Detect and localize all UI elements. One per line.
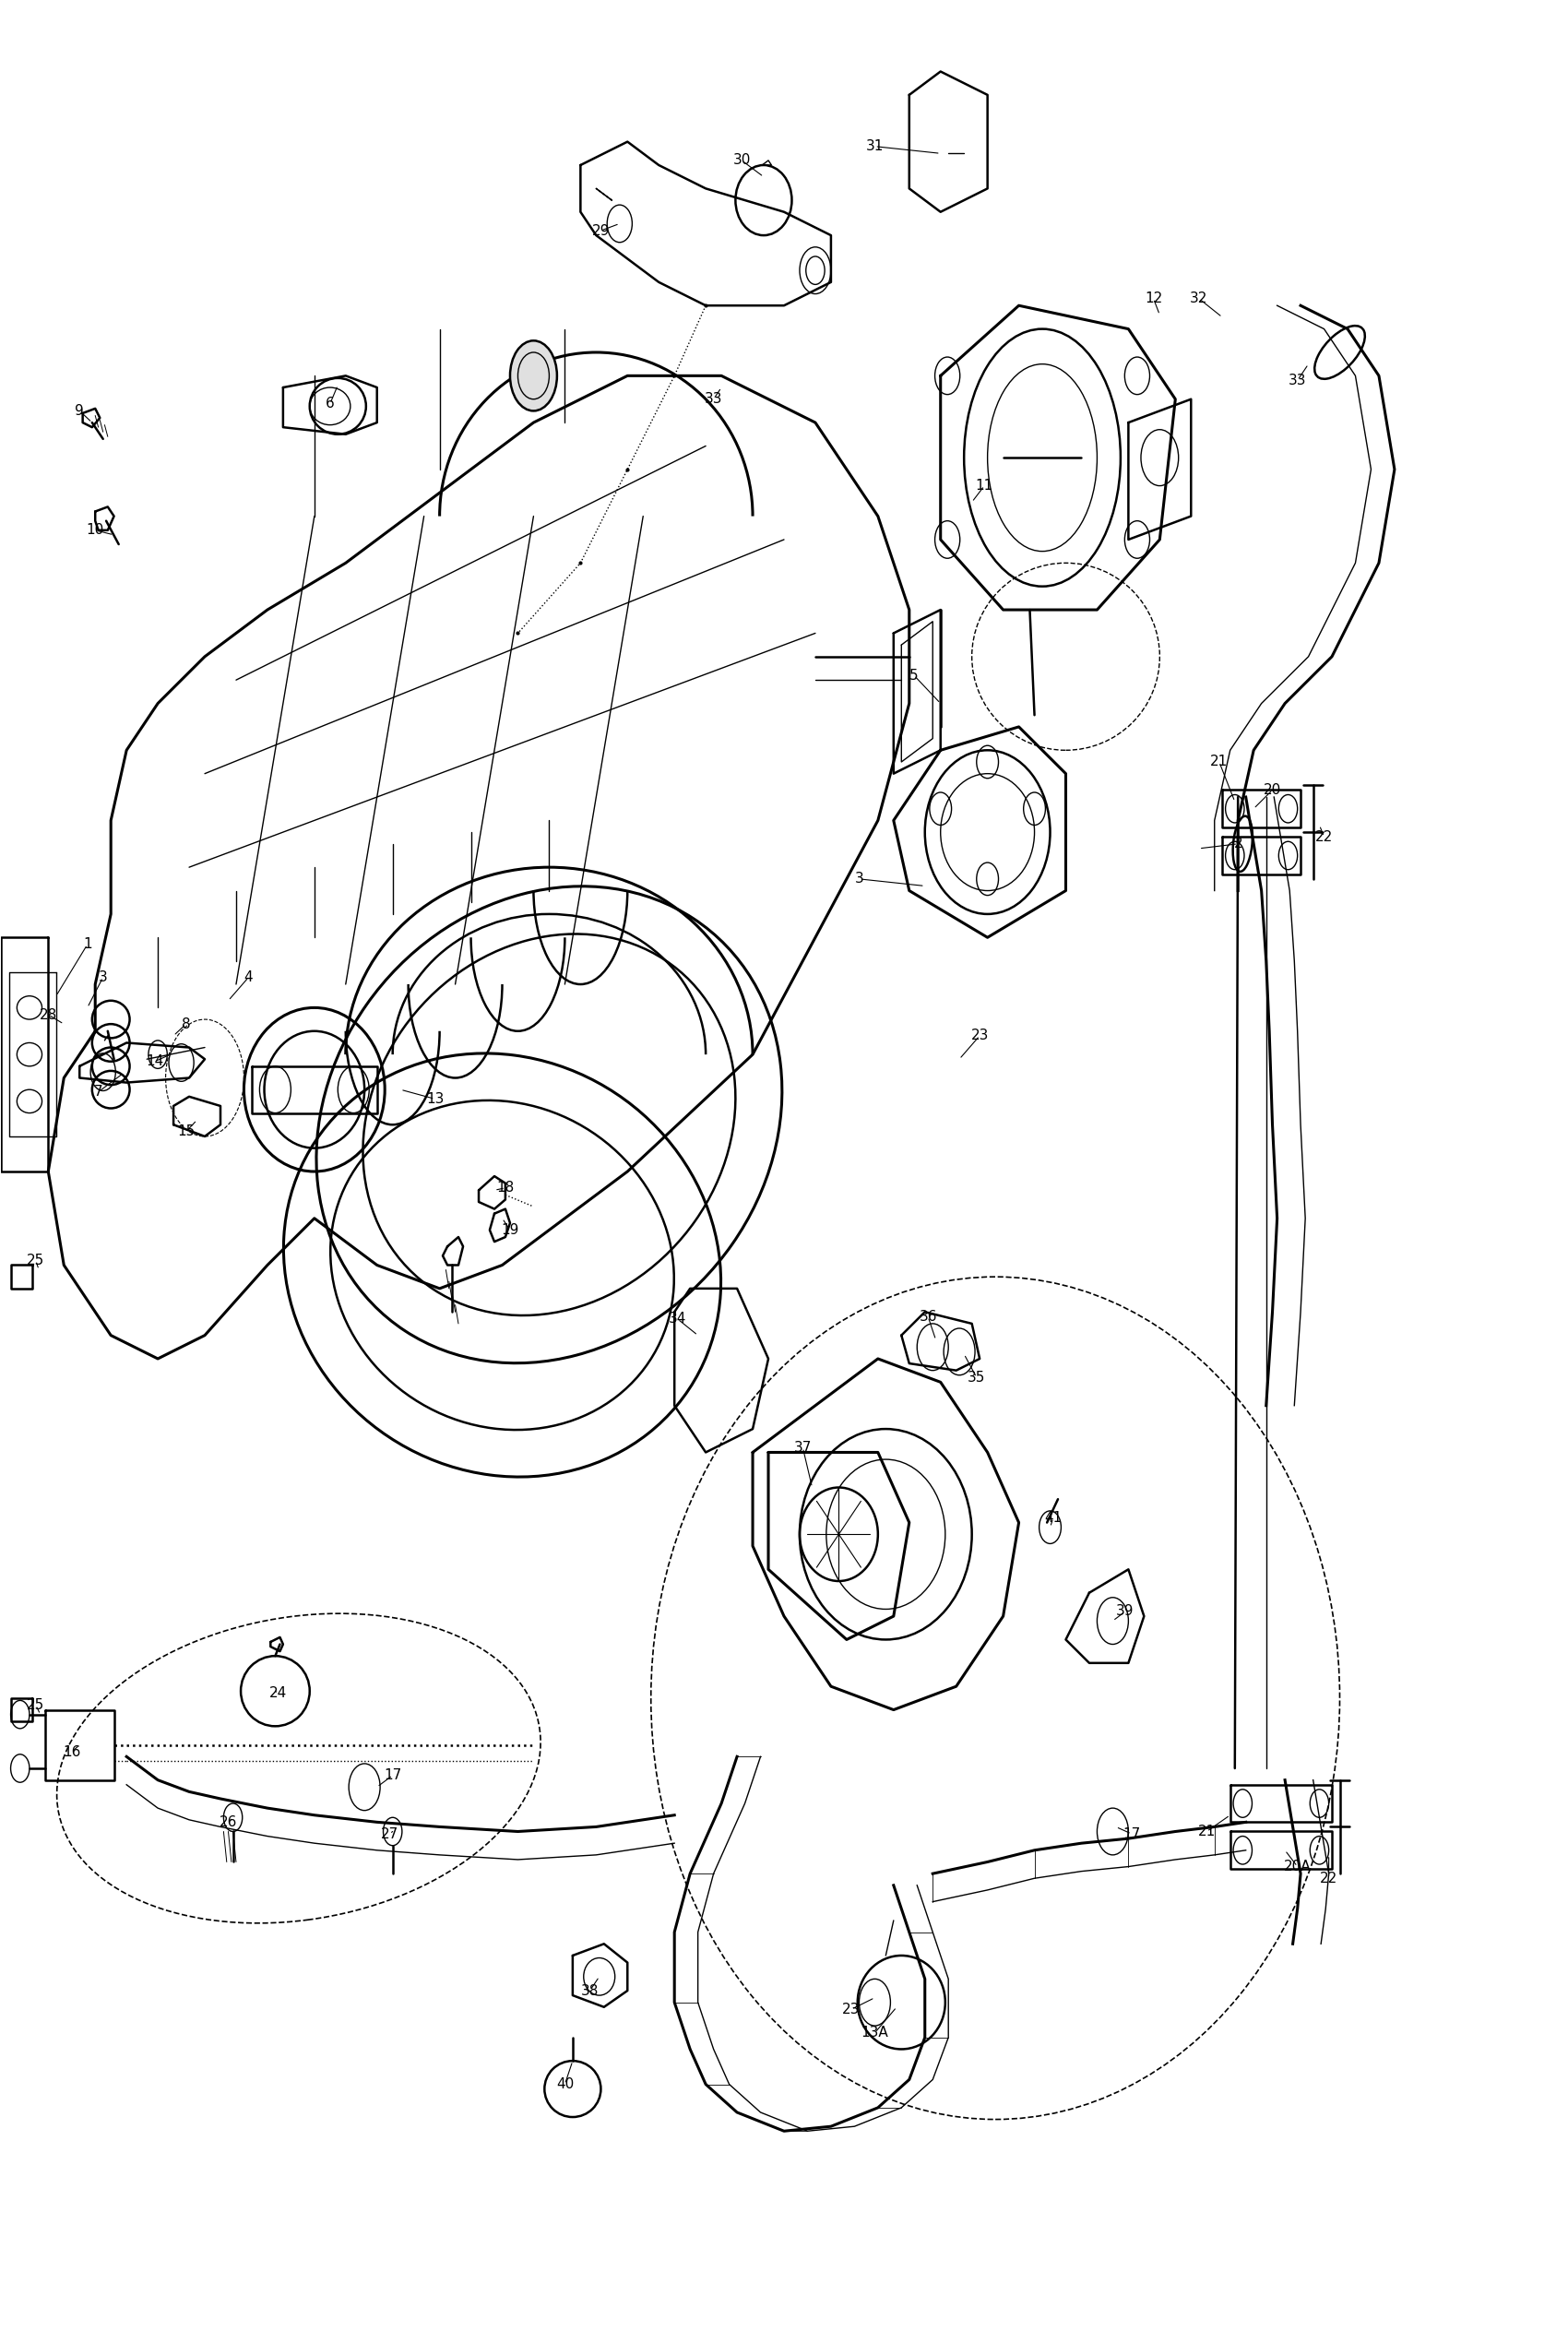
Text: 18: 18 xyxy=(497,1181,514,1195)
Text: 33: 33 xyxy=(1289,373,1306,387)
Text: 12: 12 xyxy=(1145,291,1162,305)
Text: 31: 31 xyxy=(866,141,884,152)
Text: 20A: 20A xyxy=(1284,1860,1311,1874)
Text: 40: 40 xyxy=(557,2078,574,2092)
Text: 2: 2 xyxy=(1234,836,1242,851)
Text: 9: 9 xyxy=(75,403,85,417)
Text: 8: 8 xyxy=(182,1017,190,1031)
Text: 35: 35 xyxy=(967,1371,985,1385)
Text: 19: 19 xyxy=(502,1223,519,1237)
Text: 14: 14 xyxy=(146,1054,163,1068)
Text: 10: 10 xyxy=(86,522,103,537)
Text: 13A: 13A xyxy=(861,2027,889,2041)
Text: 13: 13 xyxy=(426,1092,444,1106)
Text: 27: 27 xyxy=(381,1828,398,1842)
Text: 24: 24 xyxy=(270,1687,287,1701)
Text: 21: 21 xyxy=(1210,754,1228,769)
Text: 30: 30 xyxy=(732,155,751,166)
Text: 29: 29 xyxy=(591,223,610,237)
Text: 15: 15 xyxy=(177,1125,194,1139)
Text: 26: 26 xyxy=(220,1816,237,1830)
Text: 36: 36 xyxy=(919,1310,938,1324)
Text: 37: 37 xyxy=(793,1441,812,1455)
Text: 6: 6 xyxy=(326,396,334,410)
Text: 20: 20 xyxy=(1264,783,1281,797)
Text: 25: 25 xyxy=(27,1699,44,1713)
Text: 25: 25 xyxy=(27,1254,44,1268)
Text: 5: 5 xyxy=(909,668,919,682)
Text: 1: 1 xyxy=(83,937,93,951)
Text: 23: 23 xyxy=(842,2003,861,2017)
Text: 11: 11 xyxy=(975,478,993,492)
Circle shape xyxy=(510,340,557,410)
Text: 7: 7 xyxy=(94,1085,103,1099)
Text: 39: 39 xyxy=(1116,1605,1134,1619)
Text: 22: 22 xyxy=(1316,829,1333,843)
Text: 17: 17 xyxy=(1123,1828,1140,1842)
Text: 33: 33 xyxy=(704,391,723,405)
Text: 16: 16 xyxy=(63,1746,80,1760)
Text: 38: 38 xyxy=(582,1985,599,1999)
Text: 17: 17 xyxy=(384,1769,401,1783)
Text: 23: 23 xyxy=(971,1029,988,1043)
Text: 21: 21 xyxy=(1198,1825,1215,1839)
Text: 34: 34 xyxy=(668,1312,687,1326)
Text: 3: 3 xyxy=(855,872,864,886)
Text: 28: 28 xyxy=(39,1007,56,1022)
Text: 41: 41 xyxy=(1044,1511,1062,1525)
Text: 3: 3 xyxy=(99,970,108,984)
Text: 22: 22 xyxy=(1320,1872,1338,1886)
Text: 32: 32 xyxy=(1190,291,1207,305)
Text: 4: 4 xyxy=(245,970,252,984)
